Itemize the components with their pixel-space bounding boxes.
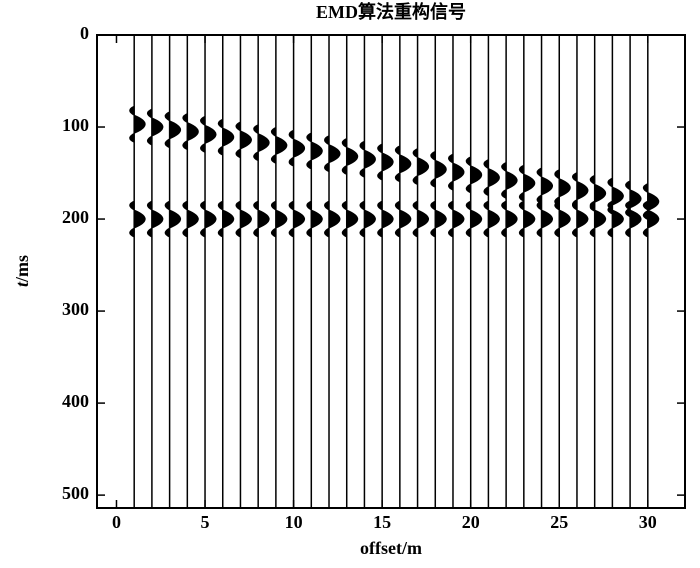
wavelet [518, 164, 536, 202]
wavelet [554, 169, 571, 207]
wavelet [306, 200, 323, 238]
wavelet [430, 150, 447, 188]
wavelet [501, 161, 518, 199]
x-tick-label: 10 [285, 512, 303, 532]
x-tick-label: 0 [112, 512, 121, 532]
wavelet [536, 167, 554, 205]
wavelet [235, 200, 252, 238]
wavelet [483, 159, 500, 197]
x-tick-label: 25 [550, 512, 568, 532]
wavelet [253, 124, 270, 162]
wavelet [518, 200, 536, 238]
y-tick-label: 500 [62, 483, 89, 503]
x-tick-label: 30 [639, 512, 657, 532]
wavelet [341, 138, 359, 175]
wavelet [448, 200, 465, 238]
y-axis-label: t/ms [12, 255, 32, 287]
wavelet [324, 135, 341, 173]
wavelet [217, 118, 235, 156]
wavelet [642, 200, 660, 238]
wavelet [377, 143, 394, 181]
wavelet [270, 200, 288, 238]
wavelet [394, 200, 412, 238]
wavelet [377, 200, 394, 238]
wavelet [324, 200, 341, 238]
wavelet [129, 105, 146, 143]
wavelet [430, 200, 447, 238]
y-tick-label: 300 [62, 299, 89, 319]
wavelet [129, 200, 146, 238]
wavelet [200, 200, 217, 238]
wavelet [288, 129, 306, 167]
wavelet [164, 111, 182, 149]
wavelet [182, 200, 199, 238]
wavelet [146, 108, 164, 146]
wavelet [306, 132, 323, 170]
wavelet [412, 200, 430, 238]
x-tick-label: 15 [373, 512, 391, 532]
wavelet [625, 200, 642, 238]
wavelet [359, 140, 376, 178]
wavelet [554, 200, 571, 238]
wavelet [448, 153, 465, 191]
wavelet [235, 121, 252, 159]
wavelet [288, 200, 306, 238]
wavelet [501, 200, 518, 238]
y-axis-label-italic: t [12, 281, 32, 287]
wavelet [607, 200, 624, 238]
y-tick-label: 100 [62, 115, 89, 135]
wavelet [412, 148, 430, 186]
wavelet [589, 200, 607, 238]
wavelet [536, 200, 554, 238]
wavelet [270, 126, 288, 164]
x-axis-label: offset/m [360, 538, 422, 558]
wavelet [483, 200, 500, 238]
y-tick-label: 200 [62, 207, 89, 227]
wavelet [253, 200, 270, 238]
x-tick-label: 20 [462, 512, 480, 532]
wavelet [341, 200, 359, 238]
wavelet [200, 115, 217, 153]
y-tick-label: 400 [62, 391, 89, 411]
x-tick-label: 5 [201, 512, 210, 532]
plot-frame [96, 34, 686, 509]
y-axis-label-unit: /ms [12, 255, 32, 283]
chart-title: EMD算法重构信号 [316, 1, 466, 22]
wavelet [394, 145, 412, 183]
wavelet [182, 113, 199, 151]
wavelet [465, 200, 483, 238]
wavelet [217, 200, 235, 238]
wavelet [571, 200, 589, 238]
y-tick-label: 0 [80, 23, 89, 43]
wavelet [465, 156, 483, 194]
wavelet [146, 200, 164, 238]
wavelet [164, 200, 182, 238]
wavelet [359, 200, 376, 238]
